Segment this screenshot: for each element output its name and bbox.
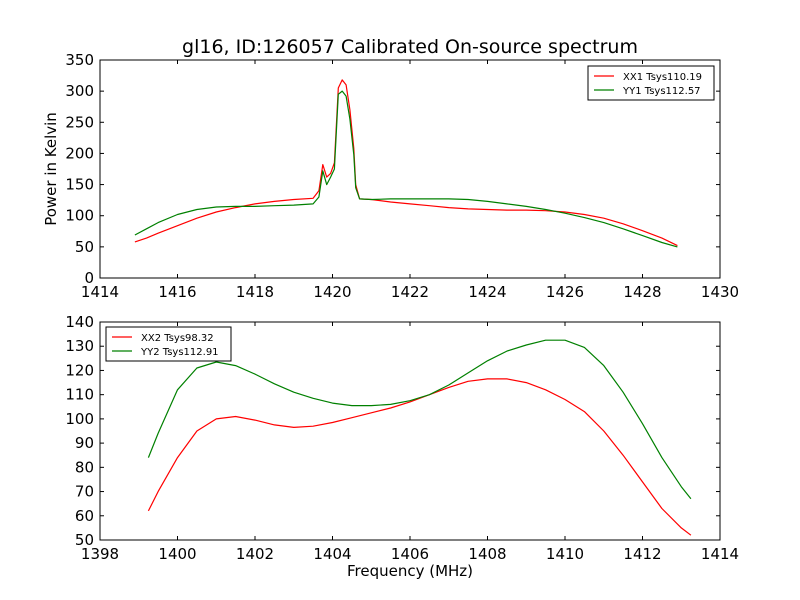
legend-label-2-2: YY2 Tsys112.91 <box>140 347 219 358</box>
x-tick-label-2-6: 1408 <box>468 545 506 563</box>
y-tick-label-2-6: 100 <box>65 410 94 428</box>
panels: 1414 1416 1418 1420 1422 1424 1426 1428 14300501… <box>42 51 739 580</box>
y-tick-label-2-2: 60 <box>75 507 94 525</box>
x-tick-label-1-3: 1418 <box>236 283 274 301</box>
x-axis-label-2: Frequency (MHz) <box>347 562 473 580</box>
y-tick-label-2-10: 140 <box>65 313 94 331</box>
y-tick-label-1-8: 350 <box>65 51 94 69</box>
y-tick-label-2-7: 110 <box>65 386 94 404</box>
x-tick-label-2-9: 1414 <box>701 545 739 563</box>
legend-label-1-2: YY1 Tsys112.57 <box>622 86 701 97</box>
y-tick-label-2-8: 120 <box>65 361 94 379</box>
panel-1: 1414 1416 1418 1420 1422 1424 1426 1428 1430 0 50 1… <box>42 51 739 301</box>
x-tick-label-1-9: 1430 <box>701 283 739 301</box>
legend-box-1 <box>587 65 715 101</box>
y-tick-label-1-5: 200 <box>65 144 94 162</box>
x-tick-label-1-8: 1428 <box>623 283 661 301</box>
legend-box-2 <box>105 326 232 362</box>
y-tick-label-2-5: 90 <box>75 434 94 452</box>
panel-2: 1398 1400 1402 1404 1406 1408 1410 1412 1414 50 60… <box>65 313 739 580</box>
y-tick-label-1-4: 150 <box>65 176 94 194</box>
y-tick-label-1-1: 0 <box>84 269 94 287</box>
legend-label-1-1: XX1 Tsys110.19 <box>623 72 702 83</box>
legend-1: XX1 Tsys110.19 YY1 Tsys112.57 <box>587 65 715 101</box>
y-tick-label-1-6: 250 <box>65 113 94 131</box>
x-tick-label-1-7: 1426 <box>546 283 584 301</box>
x-tick-label-2-3: 1402 <box>236 545 274 563</box>
x-tick-label-1-6: 1424 <box>468 283 506 301</box>
y-tick-label-2-4: 80 <box>75 458 94 476</box>
legend-2: XX2 Tsys98.32 YY2 Tsys112.91 <box>105 326 232 362</box>
x-tick-label-2-8: 1412 <box>623 545 661 563</box>
x-tick-label-2-1: 1398 <box>81 545 119 563</box>
x-tick-label-1-5: 1422 <box>391 283 429 301</box>
x-tick-label-1-4: 1420 <box>313 283 351 301</box>
x-tick-label-2-7: 1410 <box>546 545 584 563</box>
y-tick-label-1-7: 300 <box>65 82 94 100</box>
x-tick-label-2-5: 1406 <box>391 545 429 563</box>
x-tick-label-2-2: 1400 <box>158 545 196 563</box>
chart-title: gl16, ID:126057 Calibrated On-source spe… <box>182 36 638 58</box>
series-line-2-2 <box>147 339 692 500</box>
y-tick-label-2-1: 50 <box>75 531 94 549</box>
x-tick-label-1-2: 1416 <box>158 283 196 301</box>
legend-label-2-1: XX2 Tsys98.32 <box>141 333 214 344</box>
y-tick-label-1-3: 100 <box>65 207 94 225</box>
y-axis-label-1: Power in Kelvin <box>42 112 60 226</box>
y-tick-label-2-3: 70 <box>75 483 94 501</box>
x-tick-label-1-1: 1414 <box>81 283 119 301</box>
x-tick-label-2-4: 1404 <box>313 545 351 563</box>
y-tick-label-1-2: 50 <box>75 238 94 256</box>
y-tick-label-2-9: 130 <box>65 337 94 355</box>
series-line-1-2 <box>134 90 678 248</box>
